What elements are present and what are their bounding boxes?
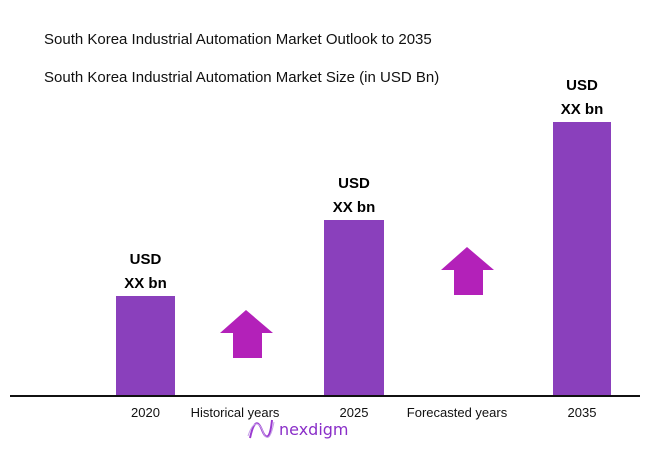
data-label-2035: XX bn <box>561 101 604 118</box>
period-label-forecasted: Forecasted years <box>407 405 508 420</box>
bar-2020 <box>116 296 175 396</box>
svg-text:nexdigm: nexdigm <box>279 420 349 439</box>
bar-2035 <box>553 122 611 396</box>
x-tick-2025: 2025 <box>340 405 369 420</box>
chart-title: South Korea Industrial Automation Market… <box>44 31 432 48</box>
data-label-2035: USD <box>566 77 598 94</box>
nexdigm-logo: nexdigm <box>247 419 349 439</box>
growth-arrow-up-icon <box>441 247 494 295</box>
x-tick-2035: 2035 <box>568 405 597 420</box>
x-tick-2020: 2020 <box>131 405 160 420</box>
bar-2025 <box>324 220 384 396</box>
growth-arrow-up-icon <box>220 310 273 358</box>
data-label-2025: XX bn <box>333 199 376 216</box>
data-label-2020: XX bn <box>124 275 167 292</box>
data-label-2020: USD <box>130 251 162 268</box>
period-label-historical: Historical years <box>191 405 280 420</box>
data-label-2025: USD <box>338 175 370 192</box>
chart-subtitle: South Korea Industrial Automation Market… <box>44 69 440 86</box>
